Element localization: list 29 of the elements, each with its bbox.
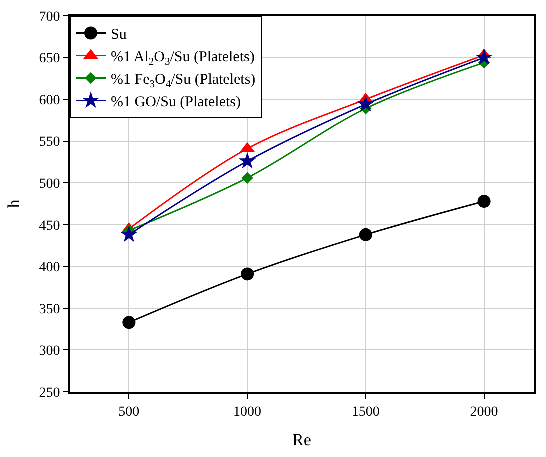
point [359,228,372,242]
y-tick-label: 500 [39,177,60,192]
point [242,172,254,184]
x-tick-label: 1500 [352,404,380,420]
y-tick-label: 300 [39,344,60,360]
y-tick-label: 600 [39,93,60,108]
point [357,95,375,112]
point [476,48,493,66]
legend-label: %1 Fe$_{3}$O$_{4}$/Su (Platelets) [111,72,256,90]
y-tick-label: 250 [39,386,60,401]
y-tick-label: 450 [39,218,60,234]
point [478,194,491,208]
legend-label: Su [111,27,128,44]
x-tick-label: 500 [118,404,140,420]
y-tick-label: 550 [39,135,60,150]
y-tick-label: 400 [39,260,60,276]
y-tick-label: 350 [39,302,60,318]
y-tick-label: 700 [39,10,60,25]
legend-label: %1 Al$_{2}$O$_{3}$/Su (Platelets) [111,50,255,68]
y-tick-label: 650 [39,52,60,67]
point [238,152,256,169]
y-axis-title: h [4,199,24,208]
x-tick-label: 1000 [234,404,262,420]
point [241,268,254,281]
x-axis-title: Re [292,430,312,450]
legend-label: %1 GO/Su (Platelets) [111,94,241,111]
point [122,316,136,330]
point [120,226,138,242]
x-tick-label: 2000 [470,404,498,420]
